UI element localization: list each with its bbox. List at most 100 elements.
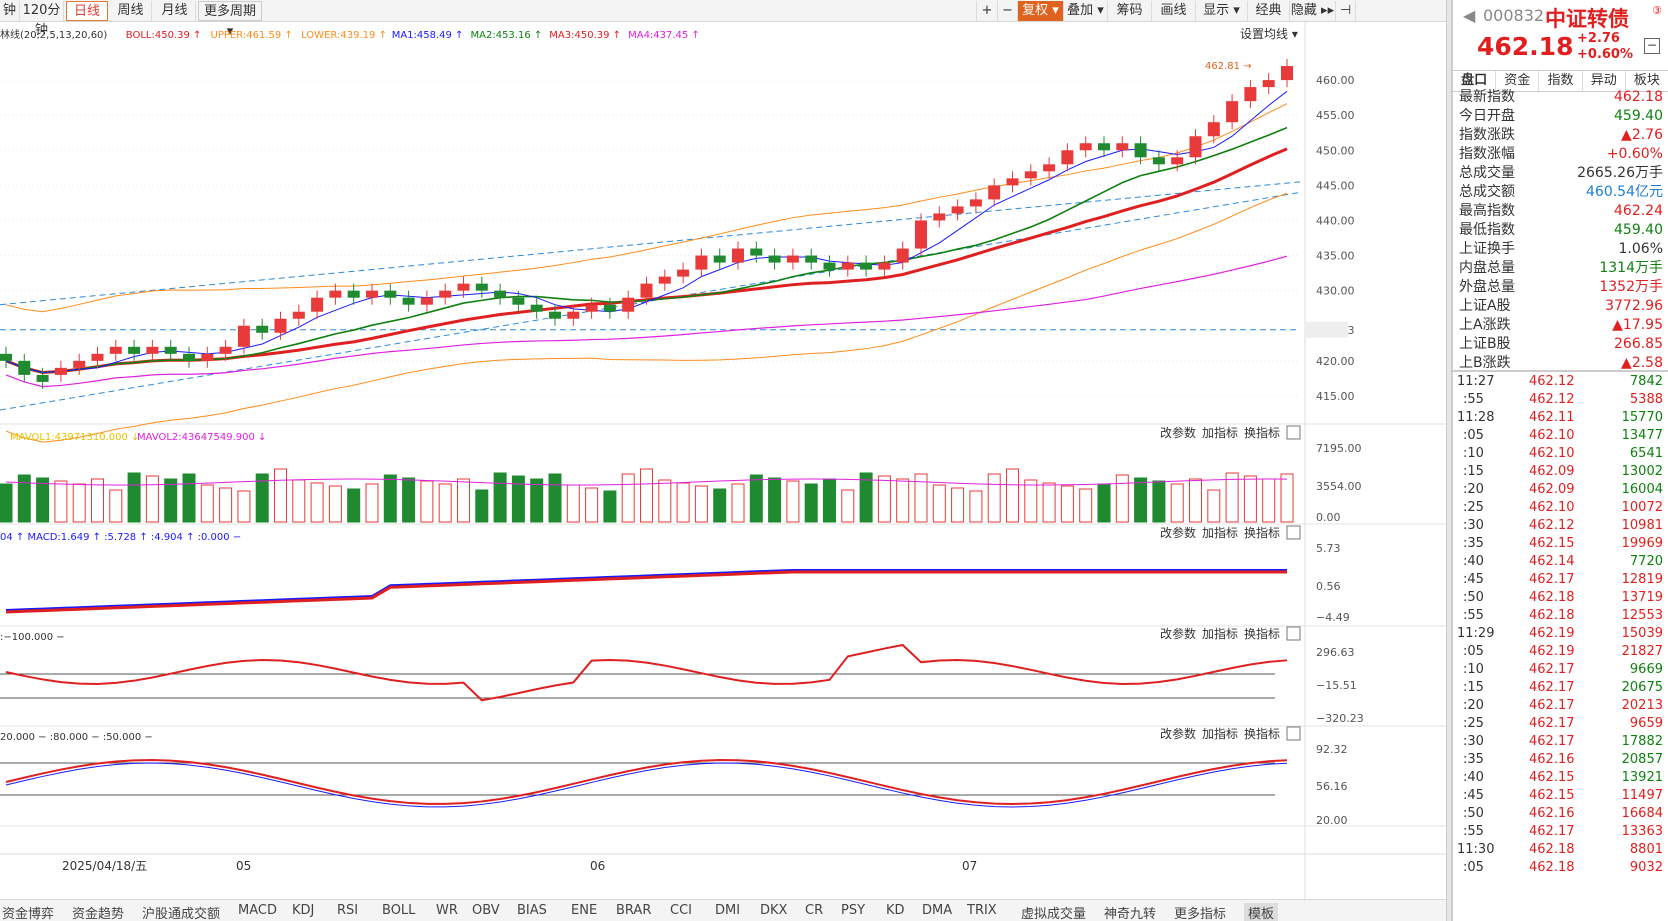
overlay-dropdown[interactable]: 叠加 ▾ [1064, 1, 1108, 21]
quote-row: 上B涨跌 ▲2.58 [1453, 353, 1668, 373]
indicator-tab-19[interactable]: TRIX [967, 903, 997, 918]
indicator-tab-9[interactable]: BIAS [517, 903, 547, 918]
candle [201, 353, 214, 361]
tick-row: :55 462.17 13363 [1453, 822, 1668, 841]
classic-button[interactable]: 经典 [1248, 1, 1290, 21]
indicator-tab-20[interactable]: 虚拟成交量 [1021, 907, 1087, 921]
display-dropdown[interactable]: 显示 ▾ [1196, 1, 1248, 21]
chips-button[interactable]: 筹码 [1108, 1, 1152, 21]
tick-price: 462.15 [1529, 788, 1575, 803]
volume-bar [310, 482, 324, 523]
indicator-tab-5[interactable]: RSI [337, 903, 359, 918]
trend-line [0, 191, 1301, 411]
add-indicator-button: 加指标 [1202, 726, 1238, 741]
security-name: 中证转债 [1545, 7, 1629, 31]
indicator-tab-8[interactable]: OBV [472, 903, 500, 918]
tick-price: 462.14 [1529, 554, 1575, 569]
volume-bar [585, 487, 599, 523]
volume-bar [511, 475, 525, 523]
zoom-out-button[interactable]: − [998, 1, 1018, 21]
tick-time: :10 [1463, 446, 1484, 461]
volume-bar [731, 483, 745, 523]
indicator-tab-4[interactable]: KDJ [292, 903, 315, 918]
tick-volume: 9669 [1629, 662, 1663, 677]
volume-bar [1060, 485, 1074, 523]
indicator-tab-2[interactable]: 沪股通成交额 [142, 907, 221, 921]
quote-row: 最低指数 459.40 [1453, 220, 1668, 240]
quote-tab-0[interactable]: 盘口 [1453, 71, 1497, 91]
indicator-tab-16[interactable]: PSY [841, 903, 866, 918]
chart-svg[interactable]: 林线(20,2,5,13,20,60) BOLL:450.39 ↑ UPPER:46… [0, 22, 1448, 899]
tick-price: 462.10 [1529, 446, 1575, 461]
hide-button[interactable]: 隐藏 ▸▸ [1290, 1, 1336, 21]
adjust-dropdown[interactable]: 复权 ▾ [1018, 1, 1064, 21]
indicator-tab-12[interactable]: CCI [670, 903, 692, 918]
indicator-tab-13[interactable]: DMI [715, 903, 741, 918]
volume-bar [1097, 483, 1111, 523]
candle [54, 367, 67, 375]
candle [1024, 171, 1037, 179]
tick-time: :30 [1463, 734, 1484, 749]
pin-icon[interactable]: ⊣ [1336, 1, 1356, 21]
quote-label: 总成交额 [1459, 184, 1515, 200]
indicator-tab-22[interactable]: 更多指标 [1174, 907, 1227, 921]
tick-volume: 9032 [1629, 860, 1663, 875]
add-indicator-button: 加指标 [1202, 626, 1238, 641]
indicator-tab-21[interactable]: 神奇九转 [1104, 907, 1157, 921]
panel-splitter[interactable] [1446, 0, 1452, 921]
collapse-icon[interactable]: − [1644, 38, 1660, 54]
tick-time: :50 [1463, 590, 1484, 605]
indicator-value-7: MA4:437.45 ↑ [628, 30, 700, 41]
indicator-tab-1[interactable]: 资金趋势 [72, 907, 125, 921]
volume-bar [347, 488, 361, 523]
tick-row: 11:28 462.11 15770 [1453, 408, 1668, 427]
indicator-tab-14[interactable]: DKX [760, 903, 788, 918]
indicator-tab-18[interactable]: DMA [922, 903, 953, 918]
quote-row: 总成交量 2665.26万手 [1453, 163, 1668, 183]
trend-line [0, 181, 1301, 306]
period-daily[interactable]: 日线 [66, 1, 108, 21]
indicator-value-2: UPPER:461.59 ↑ [211, 30, 293, 41]
indicator-tab-15[interactable]: CR [805, 903, 824, 918]
quote-value: 3772.96 [1605, 298, 1663, 314]
period-weekly[interactable]: 周线 [110, 1, 152, 21]
zoom-in-button[interactable]: + [976, 1, 998, 21]
last-price: 462.18 [1477, 32, 1574, 61]
indicator-tab-23[interactable]: 模板 [1244, 903, 1279, 921]
indicator-tab-6[interactable]: BOLL [382, 903, 416, 918]
period-minute[interactable]: 钟 [0, 1, 20, 21]
quote-tab-4[interactable]: 板块 [1626, 71, 1668, 91]
candle [549, 311, 561, 319]
period-monthly[interactable]: 月线 [154, 1, 196, 21]
security-code: 000832 [1483, 6, 1545, 25]
tick-row: :10 462.10 6541 [1453, 444, 1668, 463]
draw-line-button[interactable]: 画线 [1152, 1, 1196, 21]
quote-tab-1[interactable]: 资金 [1496, 71, 1540, 91]
tick-price: 462.17 [1529, 662, 1575, 677]
indicator-tab-17[interactable]: KD [886, 903, 905, 918]
tick-row: :40 462.14 7720 [1453, 552, 1668, 571]
indicator-tab-10[interactable]: ENE [571, 903, 598, 918]
indicator-tab-11[interactable]: BRAR [616, 903, 652, 918]
quote-tab-2[interactable]: 指数 [1539, 71, 1583, 91]
indicator-tab-3[interactable]: MACD [238, 903, 277, 918]
tick-row: :30 462.12 10981 [1453, 516, 1668, 535]
indicator-tab-0[interactable]: 资金博弈 [2, 907, 55, 921]
price-tick: 415.00 [1316, 390, 1355, 403]
info-icon[interactable]: ③ [1652, 4, 1662, 17]
volume-bar [603, 490, 617, 523]
volume-bar [365, 483, 379, 523]
candle [494, 290, 507, 298]
tick-price: 462.17 [1529, 824, 1575, 839]
more-periods-dropdown[interactable]: 更多周期 ▾ [198, 1, 262, 39]
chart-area[interactable]: 林线(20,2,5,13,20,60) BOLL:450.39 ↑ UPPER:46… [0, 22, 1448, 921]
quote-tab-3[interactable]: 异动 [1583, 71, 1626, 91]
macd-tick: 0.56 [1316, 580, 1341, 593]
quote-label: 最新指数 [1459, 89, 1515, 105]
quote-value: 1314万手 [1599, 260, 1663, 276]
back-arrow-icon[interactable]: ◀ [1463, 6, 1476, 25]
volume-bar [1225, 472, 1239, 523]
quote-value: 1352万手 [1599, 279, 1663, 295]
indicator-tab-7[interactable]: WR [436, 903, 458, 918]
period-120min[interactable]: 120分钟 [20, 1, 64, 38]
